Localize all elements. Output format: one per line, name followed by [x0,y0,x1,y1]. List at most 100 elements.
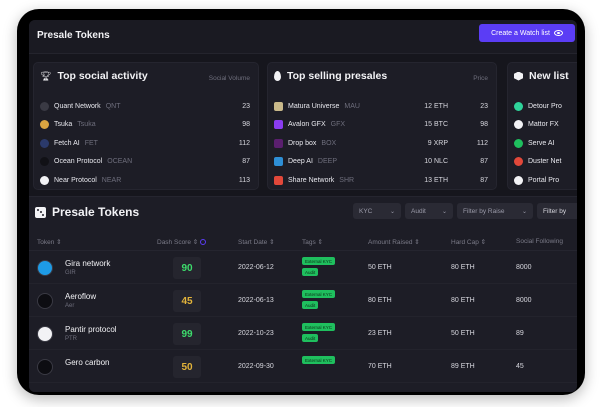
token-logo-icon [37,260,53,276]
tag-badge: Audit [302,301,319,309]
social-list-item[interactable]: Near Protocol NEAR 113 [40,171,250,189]
token-ticker: MAU [344,102,360,110]
social-list-item[interactable]: Ocean Protocol OCEAN 87 [40,153,250,172]
token-icon [514,138,523,148]
chevron-down-icon: ⌄ [441,208,447,215]
chevron-down-icon: ⌄ [389,208,395,215]
header-tags[interactable]: Tags ⇕ [302,239,323,246]
presale-list-item[interactable]: Avalon GFX GFX 15 BTC 98 [274,116,488,135]
header-dash-score[interactable]: Dash Score ⇕ [157,238,207,246]
header-amount-raised[interactable]: Amount Raised ⇕ [368,239,420,246]
token-ticker: GFX [330,121,346,129]
header-start-date[interactable]: Start Date ⇕ [238,239,275,246]
social-volume: 23 [242,102,250,110]
header-hard-cap[interactable]: Hard Cap ⇕ [451,239,487,246]
hard-cap: 80 ETH [451,297,475,304]
more-filter[interactable]: Filter by [537,203,577,219]
token-ticker: QNT [105,102,121,110]
header-token[interactable]: Token ⇕ [37,239,62,246]
presale-count: 98 [480,121,488,129]
token-ticker: FET [84,139,98,147]
token-icon [514,101,523,111]
filter-label: Filter by Raise [463,207,505,215]
token-name: Duster Net [528,158,562,166]
social-volume: 98 [242,121,250,129]
token-ticker: DEEP [317,158,337,166]
header-social-following[interactable]: Social Following [516,238,563,245]
card-meta: Social Volume [208,75,250,82]
filter-label: Audit [411,207,426,215]
token-logo-icon [37,326,53,342]
token-name[interactable]: Gero carbon [65,358,110,367]
token-ticker: BOX [321,139,337,147]
amount-raised: 23 ETH [368,330,392,337]
start-date: 2022-06-12 [238,264,274,271]
new-list-item[interactable]: Mattor FX [514,116,577,135]
table-row[interactable]: Gero carbon 50 2022-09-30 External KYC 70 ET… [29,351,577,383]
fire-icon [274,71,281,81]
token-name: Near Protocol [54,176,97,184]
new-list-item[interactable]: Duster Net [514,153,577,172]
presale-price: 9 XRP [427,139,448,147]
token-name[interactable]: Pantir protocol [65,325,117,334]
tag-badge: External KYC [302,323,336,331]
social-list-item[interactable]: Fetch AI FET 112 [40,134,250,153]
presale-count: 87 [480,176,488,184]
presale-list-item[interactable]: Drop box BOX 9 XRP 112 [274,134,488,153]
token-icon [274,120,283,130]
presale-price: 10 NLC [424,158,448,166]
new-list-item[interactable]: Serve AI [514,134,577,153]
tag-badge: External KYC [302,257,336,265]
social-list-item[interactable]: Quant Network QNT 23 [40,97,250,116]
token-icon [514,157,523,167]
token-icon [274,157,283,167]
tag-badge: Audit [302,334,319,342]
hard-cap: 50 ETH [451,330,475,337]
audit-filter[interactable]: Audit ⌄ [405,203,453,219]
presale-table-panel: Presale Tokens KYC ⌄ Audit ⌄ Filter by Rai… [29,196,577,392]
table-title: Presale Tokens [52,205,140,219]
new-list-item[interactable]: Portal Pro [514,171,577,189]
social-following: 89 [516,330,524,337]
token-ticker: Tsuka [77,121,96,129]
table-row[interactable]: Gira network GIR 90 2022-06-12 External KYC A… [29,252,577,284]
token-symbol: GIR [65,270,76,276]
token-icon [274,101,283,111]
token-name: Deep AI [288,158,313,166]
table-header: Token ⇕ Dash Score ⇕ Start Date ⇕ Tags ⇕… [29,233,577,251]
new-list-item[interactable]: Detour Pro [514,97,577,116]
social-list-item[interactable]: Tsuka Tsuka 98 [40,116,250,135]
token-icon [40,120,49,130]
table-row[interactable]: Aeroflow Aer 45 2022-06-13 External KYC Audit… [29,285,577,317]
amount-raised: 80 ETH [368,297,392,304]
filter-label: Filter by [543,207,567,215]
raise-filter[interactable]: Filter by Raise ⌄ [457,203,533,219]
social-volume: 113 [238,176,250,184]
presale-list-item[interactable]: Deep AI DEEP 10 NLC 87 [274,153,488,172]
token-symbol: PTR [65,336,77,342]
tag-badge: External KYC [302,290,336,298]
presale-list-item[interactable]: Matura Universe MAU 12 ETH 23 [274,97,488,116]
token-icon [274,138,283,148]
presale-list-item[interactable]: Share Network SHR 13 ETH 87 [274,171,488,189]
presale-price: 15 BTC [424,121,448,129]
dice-icon [35,206,46,218]
card-meta: Price [473,75,488,82]
amount-raised: 70 ETH [368,363,392,370]
presale-count: 112 [476,139,488,147]
token-icon [40,138,49,148]
kyc-filter[interactable]: KYC ⌄ [353,203,401,219]
dash-score: 90 [173,257,201,279]
table-row[interactable]: Pantir protocol PTR 99 2022-10-23 External K… [29,318,577,350]
start-date: 2022-10-23 [238,330,274,337]
chevron-down-icon: ⌄ [521,208,527,215]
dash-score: 99 [173,323,201,345]
token-name: Quant Network [54,102,101,110]
token-name[interactable]: Gira network [65,259,111,268]
token-icon [40,101,49,111]
token-icon [514,120,523,130]
page-title: Presale Tokens [37,30,110,41]
create-watchlist-button[interactable]: Create a Watch list [479,24,575,42]
token-icon [40,157,49,167]
token-name[interactable]: Aeroflow [65,292,97,301]
